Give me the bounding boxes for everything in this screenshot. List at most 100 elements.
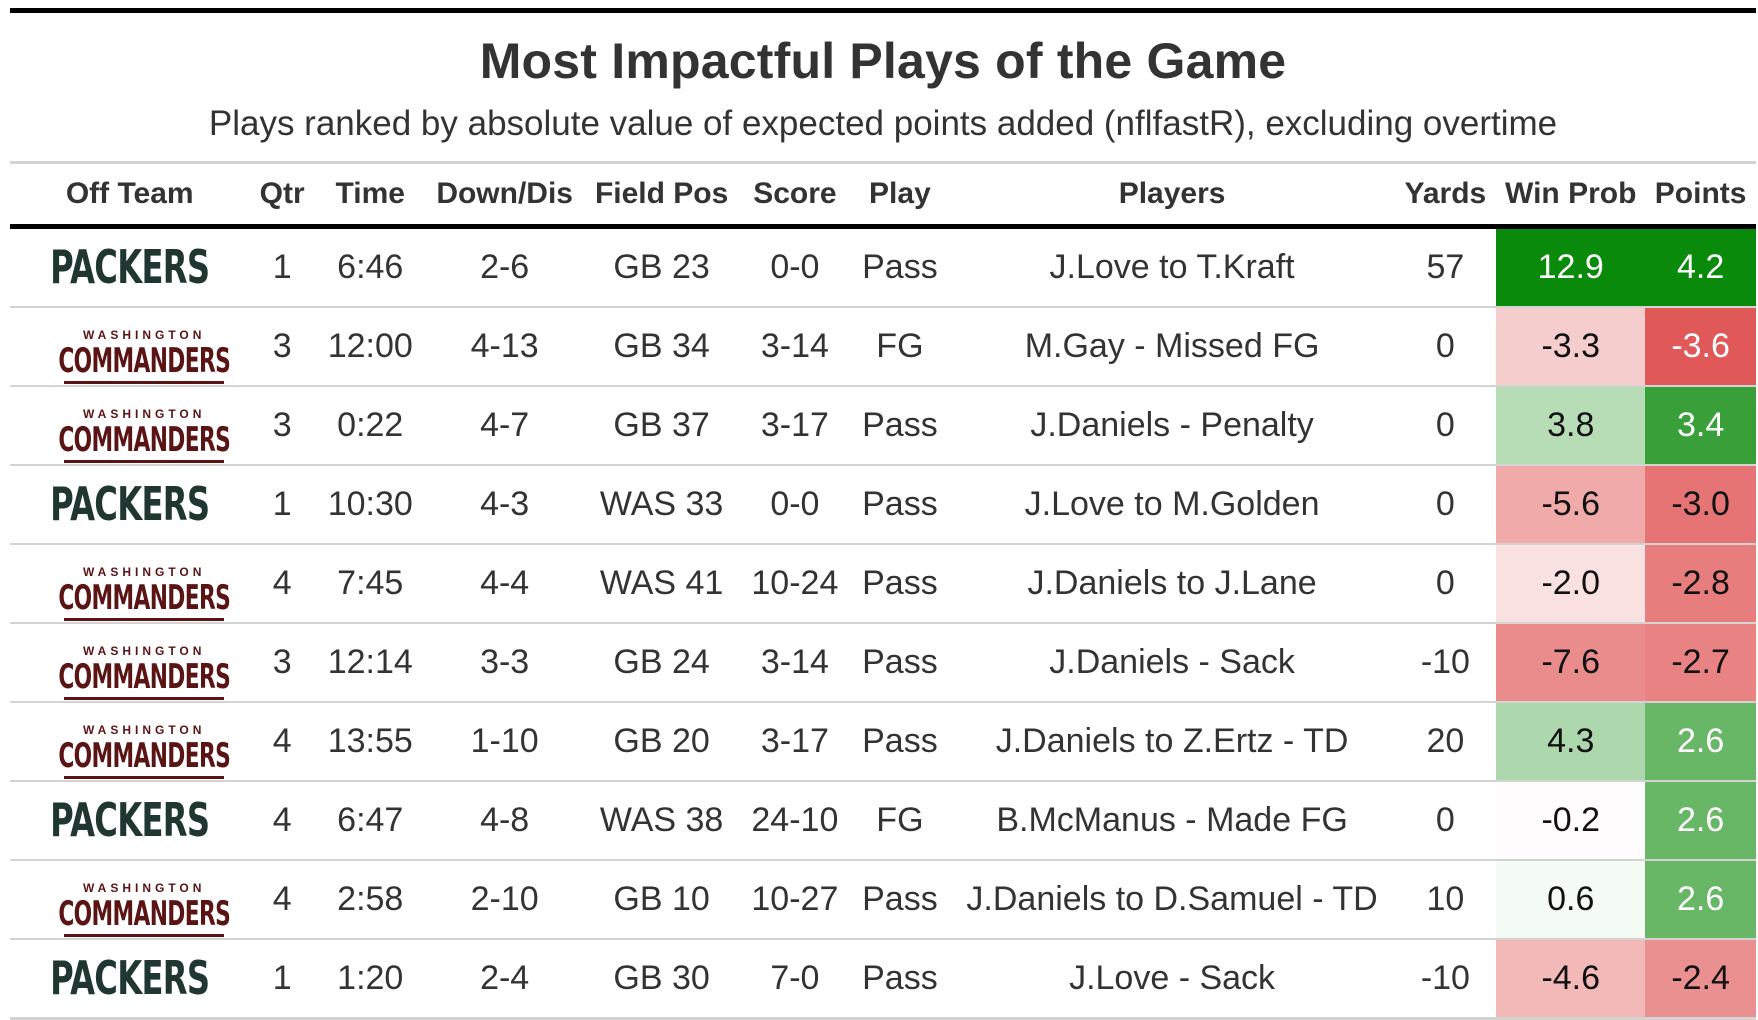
- cell-qtr: 3: [249, 307, 315, 387]
- cell-time: 12:14: [314, 623, 426, 703]
- cell-fieldpos: GB 30: [583, 939, 740, 1020]
- packers-wordmark: PACKERS: [50, 792, 210, 847]
- header-row: Off Team Qtr Time Down/Dis Field Pos Sco…: [10, 164, 1756, 227]
- cell-players: J.Love to T.Kraft: [949, 226, 1395, 308]
- cell-winprob: 0.6: [1496, 860, 1646, 940]
- cell-down: 2-10: [425, 860, 584, 940]
- cell-qtr: 4: [249, 702, 315, 782]
- cell-score: 3-14: [739, 623, 851, 703]
- packers-wordmark: PACKERS: [50, 950, 210, 1005]
- cell-down: 3-3: [425, 623, 584, 703]
- cell-score: 10-24: [739, 544, 851, 624]
- packers-wordmark: PACKERS: [50, 476, 210, 531]
- cell-qtr: 1: [249, 226, 315, 308]
- commanders-wordmark: COMMANDERS: [58, 578, 231, 618]
- table-row: WASHINGTON COMMANDERS 3 12:00 4-13 GB 34 3-14 F…: [10, 307, 1756, 387]
- commanders-logo: WASHINGTON COMMANDERS: [10, 882, 278, 937]
- commanders-underline: [64, 460, 225, 463]
- chart-subtitle: Plays ranked by absolute value of expect…: [208, 104, 1558, 143]
- cell-winprob: -7.6: [1496, 623, 1646, 703]
- plays-table: Off Team Qtr Time Down/Dis Field Pos Sco…: [10, 164, 1756, 1020]
- cell-points: 3.4: [1645, 386, 1756, 466]
- cell-play: Pass: [850, 623, 950, 703]
- cell-yards: 0: [1394, 465, 1497, 545]
- cell-fieldpos: WAS 33: [583, 465, 740, 545]
- col-header-score: Score: [753, 177, 837, 210]
- cell-yards: 57: [1394, 226, 1497, 308]
- cell-players: M.Gay - Missed FG: [949, 307, 1395, 387]
- cell-score: 24-10: [739, 781, 851, 861]
- cell-players: J.Daniels - Sack: [949, 623, 1395, 703]
- cell-time: 10:30: [314, 465, 426, 545]
- cell-fieldpos: GB 10: [583, 860, 740, 940]
- cell-score: 7-0: [739, 939, 851, 1020]
- cell-points: -3.6: [1645, 307, 1756, 387]
- cell-play: Pass: [850, 226, 950, 308]
- table-row: PACKERS 1 1:20 2-4 GB 30 7-0 Pass J.Love - Sack…: [10, 939, 1756, 1020]
- commanders-underline: [64, 381, 225, 384]
- cell-play: Pass: [850, 544, 950, 624]
- cell-qtr: 3: [249, 386, 315, 466]
- cell-points: 2.6: [1645, 860, 1756, 940]
- commanders-city: WASHINGTON: [82, 881, 206, 895]
- cell-play: Pass: [850, 939, 950, 1020]
- commanders-city: WASHINGTON: [82, 723, 206, 737]
- commanders-city: WASHINGTON: [82, 565, 206, 579]
- cell-play: Pass: [850, 386, 950, 466]
- table-row: PACKERS 4 6:47 4-8 WAS 38 24-10 FG B.McManus - …: [10, 781, 1756, 861]
- cell-players: J.Love to M.Golden: [949, 465, 1395, 545]
- cell-yards: 10: [1394, 860, 1497, 940]
- cell-yards: 0: [1394, 307, 1497, 387]
- commanders-wordmark: COMMANDERS: [58, 341, 231, 381]
- team-logo-cell: PACKERS: [10, 781, 250, 861]
- cell-yards: 0: [1394, 386, 1497, 466]
- cell-winprob: -2.0: [1496, 544, 1646, 624]
- packers-wordmark: PACKERS: [50, 239, 210, 294]
- cell-down: 4-3: [425, 465, 584, 545]
- col-header-players: Players: [1118, 177, 1226, 210]
- cell-fieldpos: GB 34: [583, 307, 740, 387]
- table-card: Most Impactful Plays of the Game Plays r…: [10, 8, 1756, 1020]
- table-row: WASHINGTON COMMANDERS 4 13:55 1-10 GB 20 3-17 P…: [10, 702, 1756, 782]
- cell-score: 0-0: [739, 465, 851, 545]
- cell-winprob: 12.9: [1496, 226, 1646, 308]
- cell-points: 4.2: [1645, 226, 1756, 308]
- cell-winprob: -5.6: [1496, 465, 1646, 545]
- team-logo-cell: WASHINGTON COMMANDERS: [10, 623, 250, 703]
- cell-down: 4-7: [425, 386, 584, 466]
- col-header-points: Points: [1654, 177, 1747, 210]
- col-header-play: Play: [869, 177, 931, 210]
- team-logo-cell: WASHINGTON COMMANDERS: [10, 544, 250, 624]
- cell-down: 4-8: [425, 781, 584, 861]
- cell-qtr: 4: [249, 781, 315, 861]
- cell-time: 1:20: [314, 939, 426, 1020]
- commanders-city: WASHINGTON: [82, 644, 206, 658]
- col-header-time: Time: [335, 177, 405, 210]
- cell-time: 6:47: [314, 781, 426, 861]
- col-header-qtr: Qtr: [259, 177, 305, 210]
- team-logo-cell: PACKERS: [10, 226, 250, 308]
- cell-winprob: -0.2: [1496, 781, 1646, 861]
- col-header-team: Off Team: [65, 177, 194, 210]
- cell-fieldpos: WAS 41: [583, 544, 740, 624]
- cell-play: FG: [850, 307, 950, 387]
- cell-time: 0:22: [314, 386, 426, 466]
- commanders-logo: WASHINGTON COMMANDERS: [10, 645, 278, 700]
- packers-logo: PACKERS: [16, 244, 243, 290]
- cell-time: 6:46: [314, 226, 426, 308]
- packers-logo: PACKERS: [16, 955, 243, 1001]
- cell-score: 3-17: [739, 702, 851, 782]
- cell-winprob: -4.6: [1496, 939, 1646, 1020]
- cell-players: J.Daniels to J.Lane: [949, 544, 1395, 624]
- cell-qtr: 4: [249, 860, 315, 940]
- cell-yards: -10: [1394, 623, 1497, 703]
- cell-fieldpos: WAS 38: [583, 781, 740, 861]
- cell-winprob: 3.8: [1496, 386, 1646, 466]
- cell-time: 2:58: [314, 860, 426, 940]
- col-header-down: Down/Dis: [436, 177, 573, 210]
- commanders-underline: [64, 697, 225, 700]
- cell-qtr: 1: [249, 465, 315, 545]
- cell-qtr: 1: [249, 939, 315, 1020]
- commanders-underline: [64, 934, 225, 937]
- cell-points: -2.4: [1645, 939, 1756, 1020]
